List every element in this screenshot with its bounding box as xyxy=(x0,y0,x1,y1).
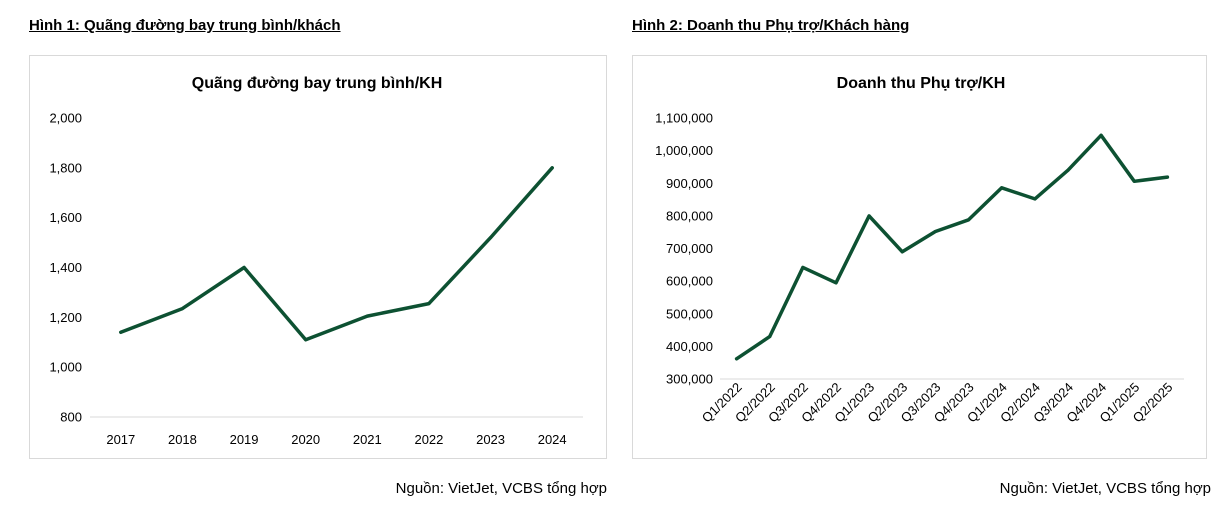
data-point xyxy=(1165,175,1169,179)
data-point xyxy=(180,307,184,311)
chart-1-svg: Quãng đường bay trung bình/KH 800 1,000 1,2… xyxy=(49,75,583,447)
series-line xyxy=(119,166,554,342)
y-tick-label: 1,000 xyxy=(49,360,82,375)
data-point xyxy=(933,230,937,234)
y-tick-label: 600,000 xyxy=(666,274,713,289)
data-point xyxy=(242,266,246,269)
chart-panel-1: Quãng đường bay trung bình/KH 800 1,000 1,2… xyxy=(29,55,607,459)
y-tick-label: 1,000,000 xyxy=(655,143,713,158)
x-tick-label: 2020 xyxy=(291,432,320,447)
data-point xyxy=(967,218,971,222)
chart-panel-2: Doanh thu Phụ trợ/KH 300,000 400,000 500,00… xyxy=(632,55,1207,459)
series-line xyxy=(734,133,1170,361)
data-point xyxy=(834,281,838,285)
figure-1-caption: Hình 1: Quãng đường bay trung bình/khách xyxy=(29,17,341,34)
figure-2-caption: Hình 2: Doanh thu Phụ trợ/Khách hàng xyxy=(632,17,910,34)
y-tick-label: 1,800 xyxy=(49,160,82,175)
data-point xyxy=(768,335,772,339)
data-point xyxy=(1099,133,1103,137)
data-point xyxy=(1033,197,1037,201)
chart-title: Quãng đường bay trung bình/KH xyxy=(192,75,443,92)
y-tick-label: 400,000 xyxy=(666,339,713,354)
y-tick-label: 900,000 xyxy=(666,176,713,191)
y-tick-label: 700,000 xyxy=(666,241,713,256)
data-point xyxy=(801,265,805,269)
y-tick-label: 800 xyxy=(60,410,82,425)
x-tick-label: 2024 xyxy=(538,432,567,447)
y-tick-label: 300,000 xyxy=(666,372,713,387)
y-tick-label: 500,000 xyxy=(666,306,713,321)
y-tick-label: 800,000 xyxy=(666,208,713,223)
data-point xyxy=(365,314,369,318)
y-tick-label: 1,200 xyxy=(49,310,82,325)
y-tick-label: 1,400 xyxy=(49,260,82,275)
chart-2-svg: Doanh thu Phụ trợ/KH 300,000 400,000 500,00… xyxy=(655,75,1184,425)
data-point xyxy=(1000,186,1004,190)
figure-1-source: Nguồn: VietJet, VCBS tổng hợp xyxy=(395,480,607,497)
x-tick-label: 2019 xyxy=(230,432,259,447)
data-point xyxy=(867,214,871,218)
data-point xyxy=(1132,179,1136,183)
x-tick-label: 2022 xyxy=(414,432,443,447)
y-tick-label: 2,000 xyxy=(49,111,82,126)
data-point xyxy=(1066,168,1070,172)
data-point xyxy=(900,250,904,254)
figure-2-source: Nguồn: VietJet, VCBS tổng hợp xyxy=(999,480,1211,497)
x-tick-label: 2021 xyxy=(353,432,382,447)
x-tick-label: 2017 xyxy=(106,432,135,447)
data-point xyxy=(304,338,308,342)
x-tick-label: 2018 xyxy=(168,432,197,447)
chart-title: Doanh thu Phụ trợ/KH xyxy=(837,75,1006,92)
x-tick-label: 2023 xyxy=(476,432,505,447)
data-point xyxy=(427,302,431,306)
data-point xyxy=(119,330,123,334)
y-tick-label: 1,100,000 xyxy=(655,111,713,126)
data-point xyxy=(550,166,554,170)
data-point xyxy=(489,236,493,240)
y-tick-label: 1,600 xyxy=(49,210,82,225)
data-point xyxy=(735,357,739,361)
